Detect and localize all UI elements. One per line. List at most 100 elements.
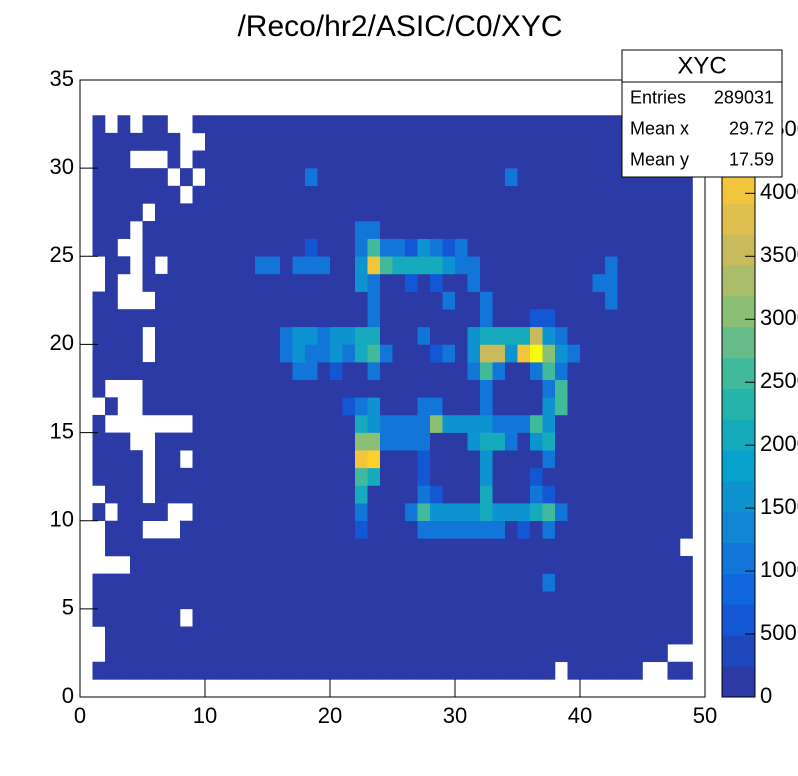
cell <box>255 644 268 663</box>
cell <box>167 538 181 557</box>
palette-band <box>722 419 755 451</box>
cell <box>542 326 556 345</box>
cell <box>642 256 656 275</box>
cell <box>117 661 131 680</box>
cell <box>355 256 368 275</box>
cell <box>292 326 306 345</box>
cell <box>655 203 668 222</box>
cell <box>92 414 106 433</box>
cell <box>267 185 281 204</box>
cell <box>392 538 406 557</box>
cell <box>467 485 481 504</box>
cell <box>192 273 206 292</box>
cell <box>142 238 156 257</box>
cell <box>492 414 506 433</box>
cell <box>630 555 643 574</box>
cell <box>492 644 506 663</box>
cell <box>655 379 668 398</box>
cell <box>542 573 556 592</box>
cell <box>280 591 293 610</box>
palette-band <box>722 573 755 605</box>
cell <box>230 238 243 257</box>
cell <box>555 221 568 239</box>
cell <box>567 309 581 328</box>
cell <box>517 485 531 504</box>
cell <box>530 150 543 169</box>
cell <box>180 221 193 239</box>
cell <box>355 309 368 328</box>
cell <box>280 450 293 469</box>
cell <box>217 309 231 328</box>
cell <box>92 326 106 345</box>
cell <box>367 238 381 257</box>
palette-band <box>722 542 755 574</box>
cell <box>305 626 318 645</box>
cell <box>592 150 606 169</box>
cell <box>330 538 343 557</box>
cell <box>467 238 481 257</box>
cell <box>430 503 443 522</box>
cell <box>317 344 331 363</box>
cell <box>380 538 393 557</box>
cell <box>280 397 293 416</box>
cell <box>355 414 368 433</box>
cell <box>680 397 693 416</box>
cell <box>380 379 393 398</box>
cell <box>567 520 581 539</box>
cell <box>517 626 531 645</box>
cell <box>517 644 531 663</box>
cell <box>605 203 618 222</box>
cells <box>92 115 693 680</box>
cell <box>155 591 168 610</box>
cell <box>605 326 618 345</box>
cell <box>655 362 668 380</box>
cell <box>280 344 293 363</box>
cell <box>192 538 206 557</box>
cell <box>630 450 643 469</box>
cell <box>405 115 418 134</box>
cell <box>492 273 506 292</box>
cell <box>255 326 268 345</box>
cell <box>292 555 306 574</box>
cell <box>355 150 368 169</box>
cell <box>380 644 393 663</box>
cell <box>317 256 331 275</box>
cell <box>255 238 268 257</box>
cell <box>580 115 593 134</box>
cell <box>392 379 406 398</box>
cell <box>592 273 606 292</box>
cell <box>430 397 443 416</box>
cell <box>117 256 131 275</box>
cell <box>567 150 581 169</box>
cell <box>92 291 106 310</box>
stats-title: XYC <box>677 52 726 79</box>
cell <box>117 608 131 627</box>
cell <box>630 520 643 539</box>
cell <box>242 485 256 504</box>
cell <box>230 520 243 539</box>
cell <box>267 132 281 151</box>
cell <box>617 414 631 433</box>
cell <box>255 185 268 204</box>
cell <box>92 467 106 486</box>
cell <box>317 362 331 380</box>
cell <box>317 185 331 204</box>
cell <box>430 362 443 380</box>
cell <box>455 238 468 257</box>
cell <box>592 168 606 187</box>
cell <box>680 291 693 310</box>
cell <box>630 309 643 328</box>
cell <box>467 520 481 539</box>
cell <box>330 450 343 469</box>
cell <box>417 520 431 539</box>
cell <box>455 397 468 416</box>
cell <box>205 379 218 398</box>
cell <box>442 397 456 416</box>
cell <box>667 608 681 627</box>
cell <box>355 520 368 539</box>
cell <box>380 256 393 275</box>
cell <box>217 185 231 204</box>
cell <box>642 203 656 222</box>
cell <box>130 661 143 680</box>
cell <box>667 591 681 610</box>
